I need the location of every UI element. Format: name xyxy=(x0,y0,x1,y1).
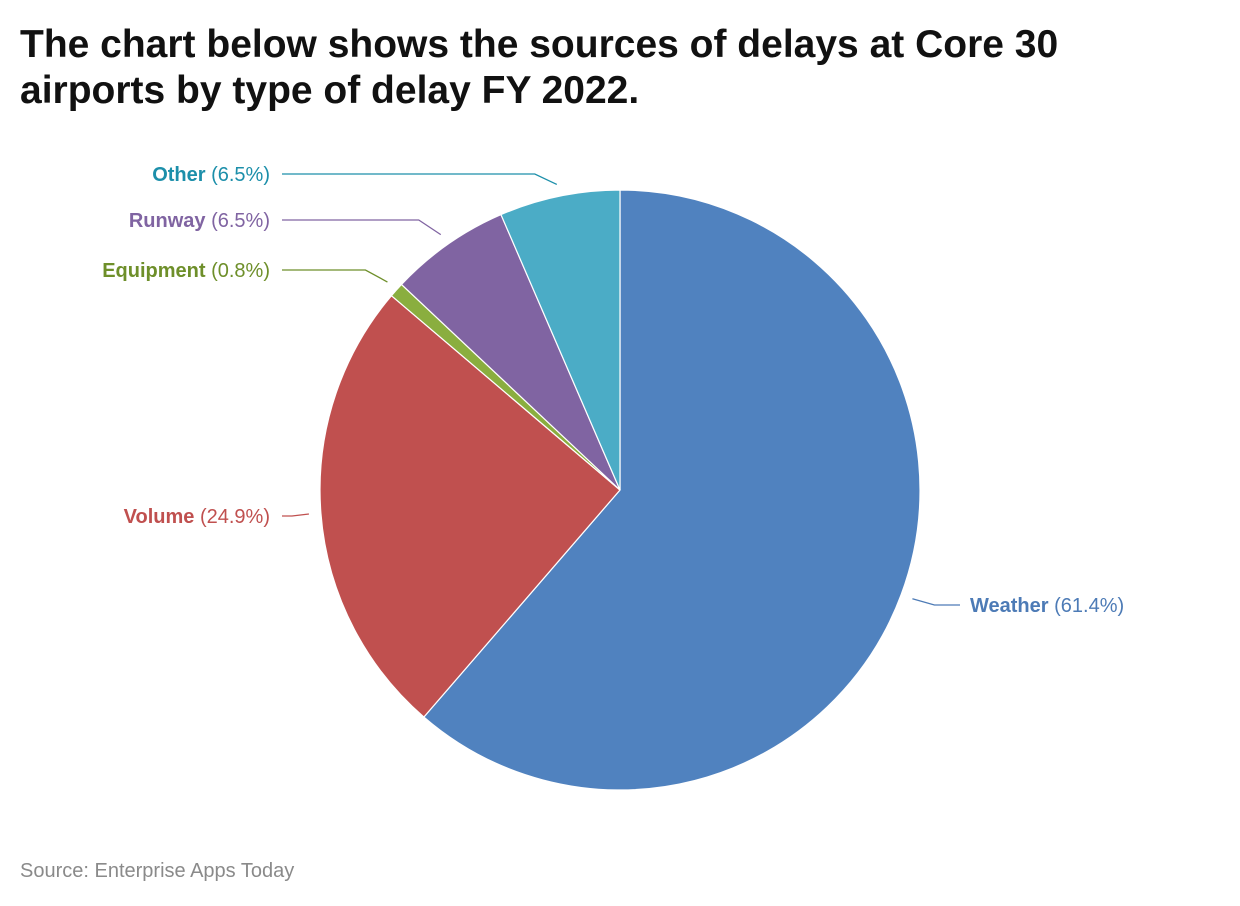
slice-label-percent: (24.9%) xyxy=(194,506,270,528)
slice-label-other: Other (6.5%) xyxy=(152,164,270,186)
slice-labels: Weather (61.4%) Volume (24.9%) Equipment (… xyxy=(102,164,1124,617)
leader-line-equipment xyxy=(282,269,388,283)
leader-lines xyxy=(282,173,960,606)
slice-label-name: Equipment xyxy=(102,260,206,282)
slice-label-name: Weather xyxy=(970,595,1049,617)
slice-label-percent: (61.4%) xyxy=(1049,595,1125,617)
leader-line-weather xyxy=(912,598,960,606)
slice-label-runway: Runway (6.5%) xyxy=(129,210,270,232)
source-note: Source: Enterprise Apps Today xyxy=(20,860,295,882)
slice-label-name: Volume xyxy=(124,506,195,528)
leader-line-runway xyxy=(282,219,442,236)
pie-slice-weather xyxy=(423,189,921,791)
pie-slice-other xyxy=(500,189,621,491)
slice-label-percent: (6.5%) xyxy=(206,210,270,232)
pie-slices xyxy=(319,189,921,791)
chart-title: The chart below shows the sources of del… xyxy=(20,23,1059,112)
leader-line-other xyxy=(282,173,558,186)
slice-label-percent: (6.5%) xyxy=(206,164,270,186)
slice-label-name: Runway xyxy=(129,210,207,232)
slice-label-volume: Volume (24.9%) xyxy=(124,506,270,528)
slice-label-equipment: Equipment (0.8%) xyxy=(102,260,270,282)
slice-label-percent: (0.8%) xyxy=(206,260,270,282)
pie-slice-volume xyxy=(319,294,621,718)
leader-line-volume xyxy=(282,513,309,517)
slice-label-weather: Weather (61.4%) xyxy=(970,595,1124,617)
slice-label-name: Other xyxy=(152,164,206,186)
pie-slice-runway xyxy=(400,213,621,491)
